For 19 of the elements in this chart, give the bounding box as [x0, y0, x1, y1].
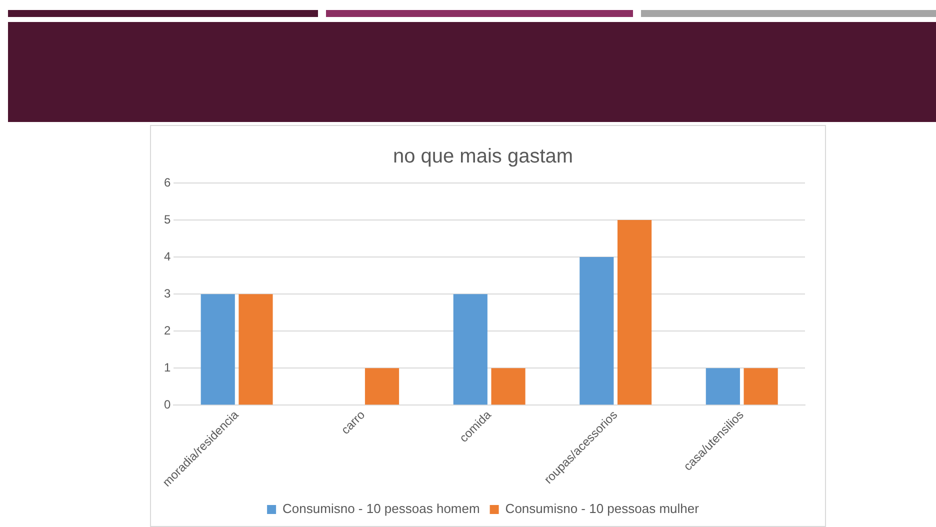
bar — [200, 294, 235, 405]
legend-label: Consumisno - 10 pessoas mulher — [505, 501, 700, 516]
y-tick-label: 0 — [164, 397, 171, 412]
bar — [744, 368, 778, 405]
y-tick-label: 4 — [164, 249, 171, 264]
y-tick-label: 5 — [164, 212, 171, 226]
bar — [453, 294, 488, 405]
bar — [617, 220, 652, 405]
bar — [364, 368, 400, 405]
bar — [491, 368, 526, 405]
chart-title: no que mais gastam — [392, 146, 574, 168]
legend-label: Consumisno - 10 pessoas homem — [282, 501, 480, 516]
y-tick-label: 2 — [164, 323, 171, 338]
y-tick-label: 1 — [164, 360, 171, 374]
bar — [580, 257, 614, 405]
bar — [238, 294, 273, 405]
bar — [706, 368, 740, 405]
y-tick-label: 3 — [164, 286, 171, 300]
y-tick-label: 6 — [164, 175, 171, 190]
